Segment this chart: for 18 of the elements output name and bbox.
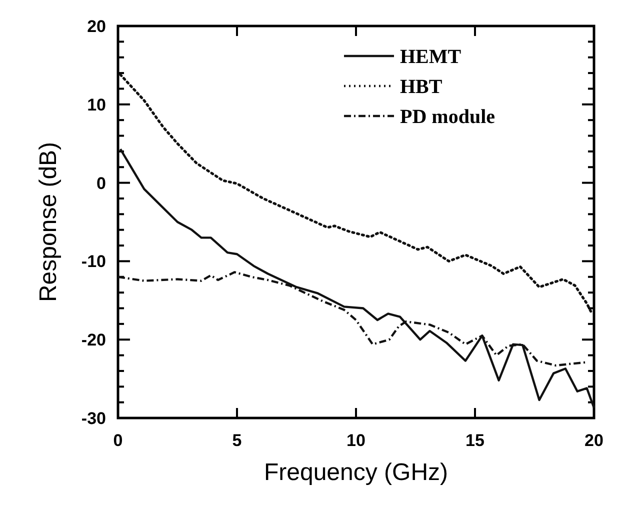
legend-label: HBT [400, 76, 443, 98]
y-axis-title: Response (dB) [35, 142, 62, 302]
y-tick-label: -20 [81, 330, 106, 350]
x-tick-label: 0 [113, 431, 123, 450]
y-tick-label: 0 [96, 174, 106, 193]
line-series [119, 73, 593, 314]
y-tick-label: 10 [87, 95, 106, 114]
x-axis-title: Frequency (GHz) [264, 459, 448, 486]
x-tick-label: 5 [232, 431, 242, 450]
y-tick-label: -10 [81, 252, 106, 272]
legend-label: PD module [400, 106, 496, 128]
x-tick-label: 10 [346, 431, 366, 450]
x-tick-label: 15 [466, 431, 484, 450]
legend-label: HEMT [400, 46, 462, 68]
line-series [119, 148, 596, 409]
y-tick-label: -30 [81, 408, 106, 428]
y-tick-label: 20 [87, 16, 106, 36]
x-tick-label: 20 [584, 431, 604, 450]
